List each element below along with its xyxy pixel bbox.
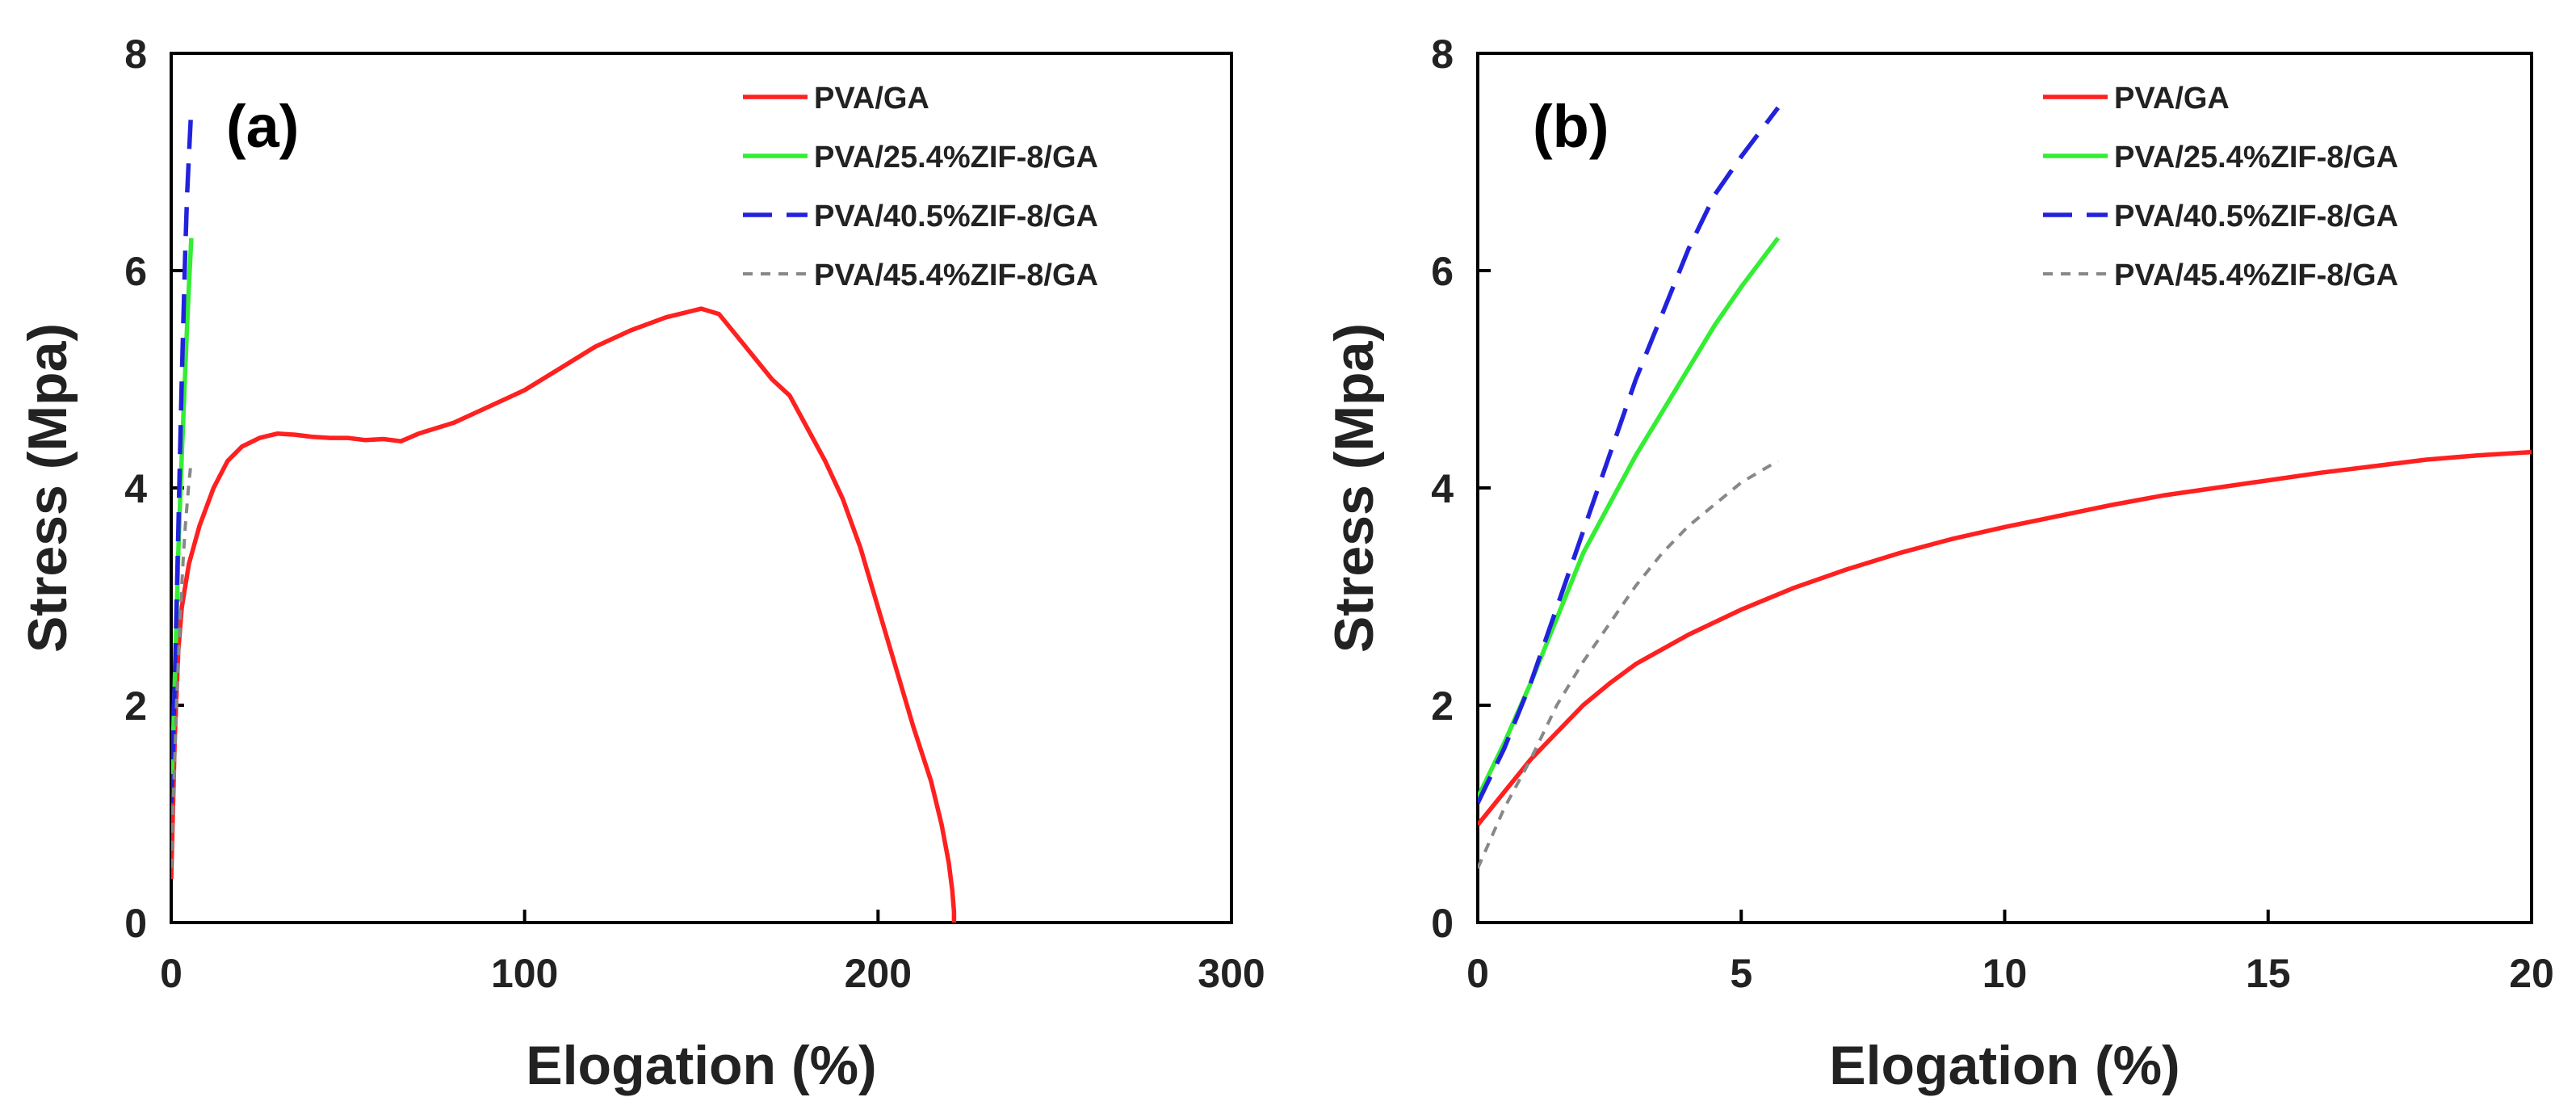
y-tick-label: 2 [1431,683,1454,729]
x-tick-label: 20 [2509,951,2554,996]
y-tick-label: 4 [124,466,147,511]
series-line-PVA/25.4%ZIF-8/GA [1478,236,1781,799]
series-line-PVA/GA [1478,449,2532,826]
y-tick-label: 6 [1431,249,1454,294]
legend-label: PVA/GA [2114,82,2230,116]
x-tick-label: 0 [160,951,183,996]
y-tick-label: 0 [1431,901,1454,946]
plot-frame [1476,52,2533,924]
legend-label: PVA/25.4%ZIF-8/GA [814,141,1098,174]
legend-label: PVA/GA [814,82,929,116]
x-tick-label: 10 [1982,951,2028,996]
y-tick-label: 6 [124,249,147,294]
x-tick-label: 200 [845,951,912,996]
y-tick-label: 8 [1431,32,1454,77]
panel-a: 0 100 200 300 0 2 4 6 8 Elogation (%) Stress (Mpa)… [17,32,1265,1096]
x-tick-label: 0 [1466,951,1489,996]
panel-label: (b) [1533,93,1609,160]
legend-label: PVA/40.5%ZIF-8/GA [2114,200,2398,233]
y-axis-label: Stress (Mpa) [17,323,78,653]
x-tick-label: 300 [1198,951,1265,996]
legend-label: PVA/25.4%ZIF-8/GA [2114,141,2398,174]
x-tick-label: 15 [2246,951,2291,996]
series-line-PVA/40.5%ZIF-8/GA [171,107,194,804]
series-line-PVA/GA [171,306,957,923]
legend-label: PVA/40.5%ZIF-8/GA [814,200,1098,233]
y-tick-label: 0 [124,901,147,946]
legend-label: PVA/45.4%ZIF-8/GA [2114,259,2398,292]
x-tick-label: 100 [491,951,558,996]
legend-label: PVA/45.4%ZIF-8/GA [814,259,1098,292]
plot-frame [170,52,1233,924]
series-line-PVA/45.4%ZIF-8/GA [1478,459,1779,869]
y-tick-label: 2 [124,683,147,729]
panel-b: 0 5 10 15 20 0 2 4 6 8 Elogation (%) Stress (Mpa) (b… [1324,32,2554,1096]
series-line-PVA/40.5%ZIF-8/GA [1478,106,1781,805]
x-tick-label: 5 [1730,951,1752,996]
panel-label: (a) [226,93,299,160]
y-axis-label: Stress (Mpa) [1324,323,1385,653]
y-tick-label: 4 [1431,466,1454,511]
y-tick-label: 8 [124,32,147,77]
x-axis-label: Elogation (%) [1829,1035,2180,1096]
x-axis-label: Elogation (%) [526,1035,876,1096]
